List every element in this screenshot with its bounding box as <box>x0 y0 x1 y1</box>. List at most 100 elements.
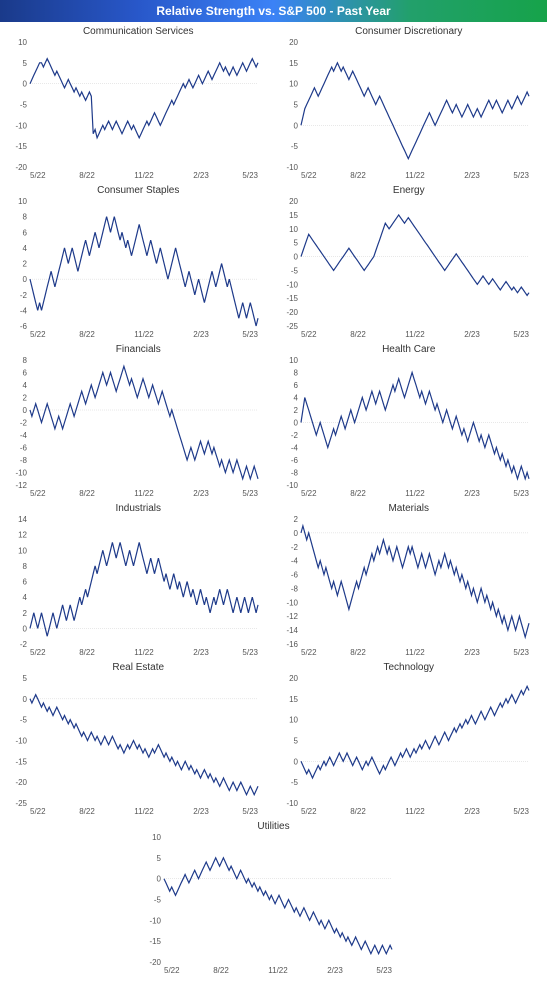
y-tick-label: -12 <box>15 481 27 490</box>
y-tick-label: -6 <box>20 322 28 331</box>
x-tick-label: 8/22 <box>79 171 95 180</box>
y-tick-label: -15 <box>15 142 27 151</box>
y-tick-label: -10 <box>286 163 298 172</box>
data-series-line <box>30 542 258 636</box>
x-tick-label: 2/23 <box>193 171 209 180</box>
y-tick-label: 8 <box>23 213 28 222</box>
y-tick-label: 10 <box>289 356 298 365</box>
y-tick-label: -12 <box>286 612 298 621</box>
data-series-line <box>301 63 529 159</box>
x-tick-label: 5/23 <box>513 330 529 339</box>
y-tick-label: -5 <box>290 142 298 151</box>
y-tick-label: -25 <box>15 799 27 808</box>
y-tick-label: 0 <box>156 875 161 884</box>
chart-svg: -2024681012145/228/2211/222/235/23 <box>6 515 266 660</box>
x-tick-label: 8/22 <box>350 330 366 339</box>
y-tick-label: 15 <box>289 59 298 68</box>
y-tick-label: 10 <box>18 546 27 555</box>
y-tick-label: 0 <box>23 624 28 633</box>
chart-panel: Consumer Discretionary-10-5051015205/228… <box>277 26 542 183</box>
x-tick-label: 8/22 <box>79 330 95 339</box>
x-tick-label: 5/23 <box>513 648 529 657</box>
chart-title: Communication Services <box>6 26 271 37</box>
data-series-line <box>164 858 392 954</box>
data-series-line <box>30 59 258 138</box>
x-tick-label: 5/23 <box>242 330 258 339</box>
data-series-line <box>30 217 258 326</box>
y-tick-label: -6 <box>290 456 298 465</box>
chart-title: Consumer Staples <box>6 185 271 196</box>
x-tick-label: 11/22 <box>405 171 425 180</box>
y-tick-label: -25 <box>286 322 298 331</box>
y-tick-label: -20 <box>286 308 298 317</box>
chart-title: Real Estate <box>6 662 271 673</box>
chart-svg: -16-14-12-10-8-6-4-2025/228/2211/222/235… <box>277 515 537 660</box>
y-tick-label: 0 <box>23 406 28 415</box>
y-tick-label: 0 <box>293 121 298 130</box>
y-tick-label: 20 <box>289 197 298 206</box>
y-tick-label: 15 <box>289 695 298 704</box>
x-tick-label: 2/23 <box>193 330 209 339</box>
y-tick-label: -8 <box>20 456 28 465</box>
y-tick-label: 0 <box>293 419 298 428</box>
chart-svg: -12-10-8-6-4-2024685/228/2211/222/235/23 <box>6 356 266 501</box>
y-tick-label: 12 <box>18 531 27 540</box>
x-tick-label: 11/22 <box>134 330 154 339</box>
page-header: Relative Strength vs. S&P 500 - Past Yea… <box>0 0 547 22</box>
x-tick-label: 2/23 <box>193 489 209 498</box>
y-tick-label: 2 <box>23 609 28 618</box>
centered-row: Utilities-20-15-10-505105/228/2211/222/2… <box>6 821 541 978</box>
y-tick-label: -6 <box>20 444 28 453</box>
y-tick-label: 10 <box>289 80 298 89</box>
y-tick-label: 4 <box>23 381 28 390</box>
chart-panel: Materials-16-14-12-10-8-6-4-2025/228/221… <box>277 503 542 660</box>
y-tick-label: -8 <box>290 584 298 593</box>
y-tick-label: 10 <box>152 833 161 842</box>
chart-svg: -20-15-10-505105/228/2211/222/235/23 <box>6 38 266 183</box>
x-tick-label: 11/22 <box>268 966 288 975</box>
y-tick-label: -5 <box>20 716 28 725</box>
y-tick-label: 0 <box>23 80 28 89</box>
x-tick-label: 5/23 <box>513 489 529 498</box>
x-tick-label: 8/22 <box>350 807 366 816</box>
y-tick-label: -2 <box>20 419 28 428</box>
chart-title: Utilities <box>140 821 408 832</box>
y-tick-label: 10 <box>18 38 27 47</box>
x-tick-label: 5/23 <box>242 648 258 657</box>
x-tick-label: 2/23 <box>464 489 480 498</box>
y-tick-label: 4 <box>23 593 28 602</box>
y-tick-label: -10 <box>286 280 298 289</box>
chart-svg: -25-20-15-10-5051015205/228/2211/222/235… <box>277 197 537 342</box>
y-tick-label: -16 <box>286 640 298 649</box>
x-tick-label: 2/23 <box>327 966 343 975</box>
y-tick-label: -20 <box>149 958 161 967</box>
chart-title: Health Care <box>277 344 542 355</box>
y-tick-label: -10 <box>286 799 298 808</box>
chart-panel: Energy-25-20-15-10-5051015205/228/2211/2… <box>277 185 542 342</box>
y-tick-label: 0 <box>293 757 298 766</box>
x-tick-label: 8/22 <box>79 489 95 498</box>
chart-title: Financials <box>6 344 271 355</box>
y-tick-label: -10 <box>286 598 298 607</box>
x-tick-label: 5/22 <box>301 648 317 657</box>
y-tick-label: -5 <box>290 266 298 275</box>
x-tick-label: 2/23 <box>464 648 480 657</box>
y-tick-label: -5 <box>154 896 162 905</box>
y-tick-label: 2 <box>23 394 28 403</box>
data-series-line <box>301 215 529 296</box>
chart-svg: -25-20-15-10-5055/228/2211/222/235/23 <box>6 674 266 819</box>
y-tick-label: -20 <box>15 163 27 172</box>
chart-panel: Real Estate-25-20-15-10-5055/228/2211/22… <box>6 662 271 819</box>
data-series-line <box>301 373 529 479</box>
y-tick-label: 10 <box>289 716 298 725</box>
y-tick-label: 2 <box>293 515 298 524</box>
y-tick-label: 5 <box>293 737 298 746</box>
y-tick-label: 8 <box>23 562 28 571</box>
y-tick-label: 5 <box>23 59 28 68</box>
y-tick-label: 20 <box>289 674 298 683</box>
chart-title: Energy <box>277 185 542 196</box>
y-tick-label: -5 <box>20 101 28 110</box>
x-tick-label: 11/22 <box>405 648 425 657</box>
y-tick-label: 20 <box>289 38 298 47</box>
chart-panel: Communication Services-20-15-10-505105/2… <box>6 26 271 183</box>
